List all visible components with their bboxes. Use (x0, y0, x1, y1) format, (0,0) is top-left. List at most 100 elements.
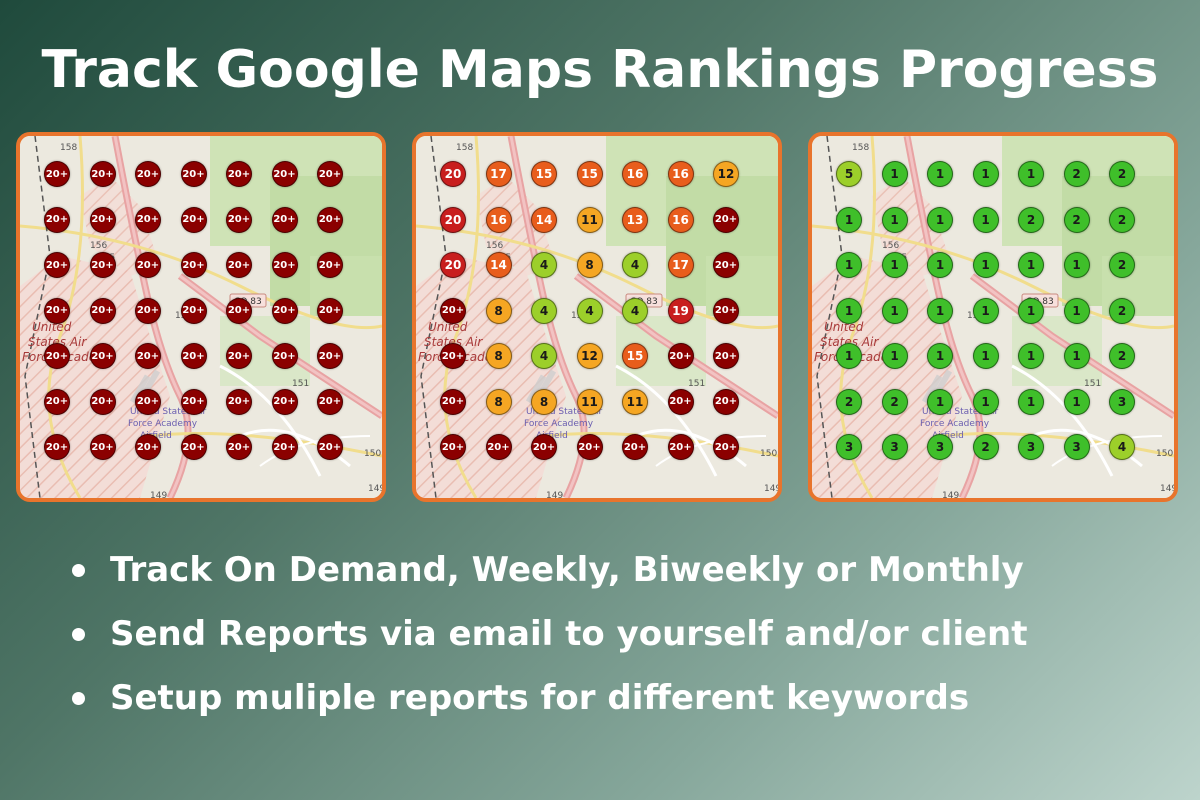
rank-marker: 20+ (89, 161, 116, 187)
svg-text:149: 149 (1160, 484, 1174, 494)
svg-text:Force Academy: Force Academy (920, 419, 990, 429)
rank-marker: 20+ (440, 343, 466, 369)
rank-marker: 4 (622, 297, 648, 324)
rank-marker: 4 (531, 343, 557, 369)
rank-marker: 20+ (271, 343, 298, 369)
rank-marker: 1 (1018, 161, 1044, 187)
svg-text:151: 151 (1084, 379, 1101, 389)
map-panel-during: United States Air Force Academy United S… (412, 132, 782, 502)
svg-text:United States Air: United States Air (922, 407, 998, 417)
rank-marker: 20+ (89, 388, 116, 415)
svg-text:156: 156 (486, 241, 503, 251)
rank-marker: 20+ (89, 252, 116, 278)
rank-marker: 20+ (317, 388, 343, 415)
rank-marker: 1 (1018, 388, 1044, 415)
rank-marker: 20+ (485, 434, 512, 460)
rank-marker: 3 (836, 434, 862, 460)
rank-marker: 16 (667, 161, 694, 187)
rank-marker: 1 (1063, 388, 1090, 415)
rank-marker: 2 (1109, 297, 1135, 324)
feature-item-email-reports: Send Reports via email to yourself and/o… (72, 612, 1172, 676)
rank-marker: 2 (881, 388, 908, 415)
rank-marker: 20+ (317, 343, 343, 369)
rank-marker: 14 (485, 252, 512, 278)
feature-list: Track On Demand, Weekly, Biweekly or Mon… (72, 548, 1172, 740)
rank-marker: 20+ (135, 297, 161, 324)
rank-marker: 20+ (271, 252, 298, 278)
rank-marker: 2 (1109, 252, 1135, 278)
rank-marker: 3 (927, 434, 953, 460)
rank-marker: 1 (881, 343, 908, 369)
rank-marker: 1 (972, 206, 999, 233)
svg-text:150: 150 (364, 449, 381, 459)
rank-marker: 20+ (226, 434, 252, 460)
rank-marker: 2 (836, 388, 862, 415)
rank-marker: 2 (972, 434, 999, 460)
svg-text:151: 151 (292, 379, 309, 389)
svg-text:156: 156 (90, 241, 107, 251)
rank-marker: 20+ (135, 252, 161, 278)
rank-marker: 11 (622, 388, 648, 415)
rank-marker: 20+ (226, 343, 252, 369)
rank-marker: 1 (1063, 252, 1090, 278)
rank-marker: 1 (1018, 252, 1044, 278)
rank-marker: 16 (485, 206, 512, 233)
rank-marker: 17 (667, 252, 694, 278)
rank-marker: 2 (1018, 206, 1044, 233)
rank-marker: 20+ (440, 297, 466, 324)
rank-marker: 20+ (531, 434, 557, 460)
rank-marker: 20+ (44, 161, 70, 187)
rank-marker: 20+ (89, 343, 116, 369)
rank-marker: 20 (440, 206, 466, 233)
svg-text:158: 158 (456, 143, 473, 153)
svg-text:149: 149 (942, 491, 959, 498)
rank-marker: 20+ (317, 206, 343, 233)
rank-marker: 4 (1109, 434, 1135, 460)
rank-marker: 20+ (44, 434, 70, 460)
rank-marker: 20+ (44, 206, 70, 233)
rank-marker: 11 (576, 206, 603, 233)
rank-marker: 2 (1109, 161, 1135, 187)
rank-marker: 4 (576, 297, 603, 324)
rank-marker: 20+ (135, 343, 161, 369)
rank-marker: 3 (1018, 434, 1044, 460)
rank-marker: 20+ (180, 434, 207, 460)
rank-marker: 4 (531, 297, 557, 324)
rank-marker: 8 (485, 388, 512, 415)
rank-marker: 2 (1109, 206, 1135, 233)
rank-marker: 20+ (667, 343, 694, 369)
rank-marker: 20+ (713, 297, 739, 324)
rank-marker: 3 (1109, 388, 1135, 415)
rank-marker: 16 (667, 206, 694, 233)
rank-marker: 20+ (135, 434, 161, 460)
rank-marker: 1 (881, 252, 908, 278)
svg-text:United: United (428, 320, 468, 334)
rank-marker: 1 (972, 161, 999, 187)
rank-marker: 13 (622, 206, 648, 233)
rank-marker: 1 (927, 161, 953, 187)
rank-marker: 1 (881, 206, 908, 233)
rank-marker: 4 (622, 252, 648, 278)
rank-marker: 20+ (89, 434, 116, 460)
svg-text:150: 150 (760, 449, 777, 459)
rank-marker: 20+ (576, 434, 603, 460)
rank-marker: 20+ (135, 161, 161, 187)
rank-marker: 14 (531, 206, 557, 233)
map-panel-after: United States Air Force Academy United S… (808, 132, 1178, 502)
svg-text:149: 149 (546, 491, 563, 498)
rank-marker: 1 (972, 252, 999, 278)
rank-marker: 15 (576, 161, 603, 187)
rank-marker: 1 (927, 206, 953, 233)
svg-text:149: 149 (150, 491, 167, 498)
rank-marker: 20+ (180, 206, 207, 233)
map-panel-before: United States Air Force Academy United S… (16, 132, 386, 502)
rank-marker: 1 (972, 343, 999, 369)
svg-text:151: 151 (688, 379, 705, 389)
rank-marker: 20+ (622, 434, 648, 460)
svg-text:150: 150 (1156, 449, 1173, 459)
rank-marker: 20+ (713, 206, 739, 233)
rank-marker: 2 (1063, 206, 1090, 233)
rank-marker: 20 (440, 252, 466, 278)
svg-text:United States Air: United States Air (130, 407, 206, 417)
rank-marker: 1 (927, 343, 953, 369)
